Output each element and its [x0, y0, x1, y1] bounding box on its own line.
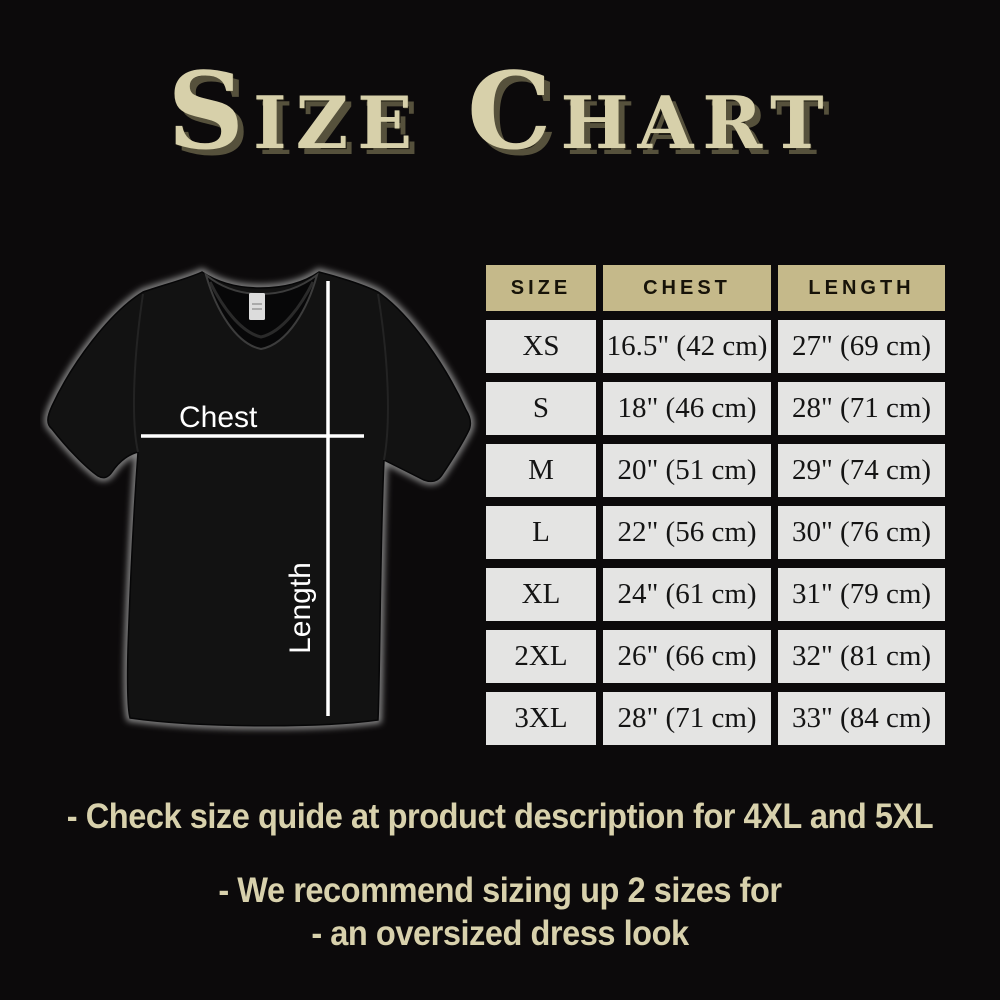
left-sleeve-seam: [133, 293, 144, 453]
size-cell: 2XL: [486, 630, 596, 683]
chest-cell: 22" (56 cm): [603, 506, 771, 559]
length-cell: 29" (74 cm): [778, 444, 945, 497]
right-sleeve-seam: [377, 293, 389, 461]
column-header-length: LENGTH: [778, 265, 945, 311]
length-cell: 30" (76 cm): [778, 506, 945, 559]
chest-cell: 16.5" (42 cm): [603, 320, 771, 373]
length-label: Length: [284, 562, 317, 654]
length-cell: 32" (81 cm): [778, 630, 945, 683]
note-sizing-up: - We recommend sizing up 2 sizes for: [218, 871, 782, 910]
note-4xl-5xl: - Check size quide at product descriptio…: [66, 797, 934, 836]
size-cell: 3XL: [486, 692, 596, 745]
chest-cell: 18" (46 cm): [603, 382, 771, 435]
chest-cell: 28" (71 cm): [603, 692, 771, 745]
column-header-size: SIZE: [486, 265, 596, 311]
size-cell: S: [486, 382, 596, 435]
size-cell: XL: [486, 568, 596, 621]
tshirt-diagram: Chest Length: [40, 248, 480, 738]
page-title: Size Chart: [0, 48, 1000, 173]
length-cell: 33" (84 cm): [778, 692, 945, 745]
size-cell: L: [486, 506, 596, 559]
title-word-chart: Chart: [467, 48, 833, 173]
chest-cell: 24" (61 cm): [603, 568, 771, 621]
tshirt-graphic: Chest Length: [44, 267, 474, 730]
length-cell: 28" (71 cm): [778, 382, 945, 435]
chest-cell: 26" (66 cm): [603, 630, 771, 683]
chest-label: Chest: [179, 401, 258, 434]
size-cell: XS: [486, 320, 596, 373]
collar-band: [208, 281, 315, 339]
title-word-size: Size: [167, 48, 422, 173]
size-table: SIZE CHEST LENGTH XS 16.5" (42 cm) 27" (…: [486, 265, 945, 745]
chest-cell: 20" (51 cm): [603, 444, 771, 497]
note-oversized-look: - an oversized dress look: [311, 914, 689, 953]
size-cell: M: [486, 444, 596, 497]
tshirt-body: [47, 271, 472, 727]
length-cell: 31" (79 cm): [778, 568, 945, 621]
column-header-chest: CHEST: [603, 265, 771, 311]
length-cell: 27" (69 cm): [778, 320, 945, 373]
collar-tag: [249, 293, 265, 320]
